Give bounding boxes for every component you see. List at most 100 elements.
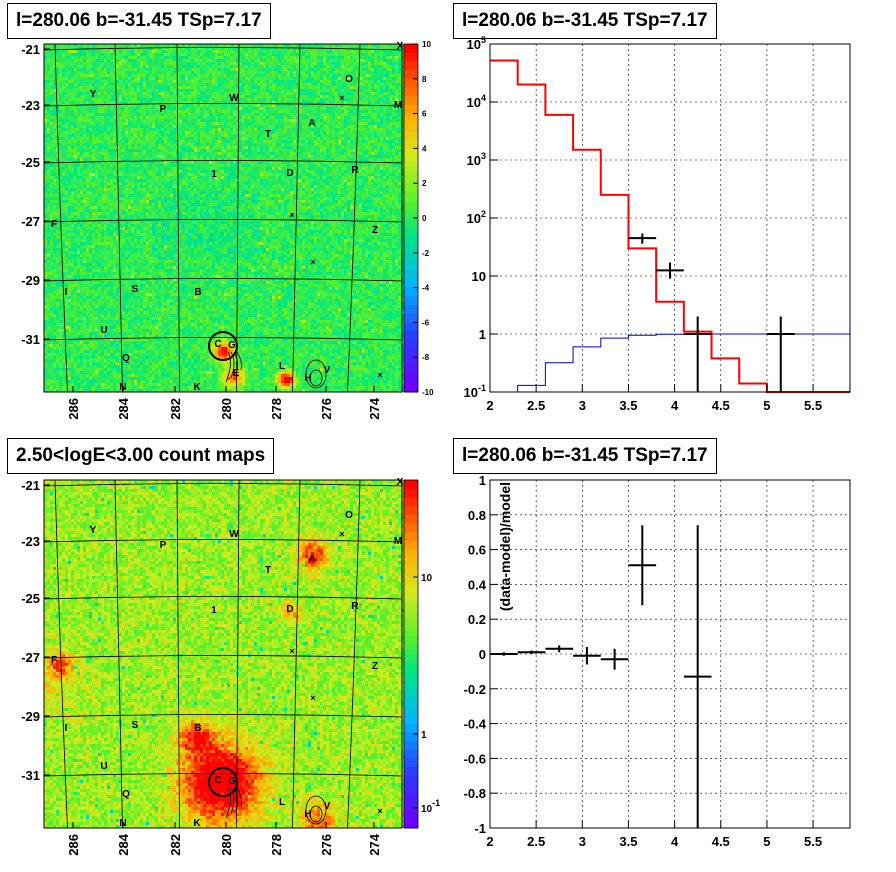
colorbar-segment (404, 541, 418, 550)
x-tick-label: 5 (763, 398, 770, 413)
x-tick-label: 286 (66, 398, 81, 420)
colorbar-tick-label: -10 (422, 388, 434, 397)
x-tick-label: 280 (219, 834, 234, 856)
colorbar-segment (404, 218, 418, 227)
x-tick-label: 5.5 (804, 398, 822, 413)
model-series-line (490, 60, 850, 392)
colorbar-tick-label: 10 (421, 573, 433, 584)
colorbar-segment (404, 192, 418, 201)
source-marker: × (339, 529, 344, 539)
x-tick-label: 3 (579, 834, 586, 849)
colorbar-segment (404, 811, 418, 820)
y-tick-label: 0.6 (468, 543, 486, 558)
y-tick-label: 104 (467, 93, 486, 110)
exposure-series-line (490, 334, 850, 392)
source-label: W (229, 529, 239, 540)
colorbar-segment (404, 654, 418, 663)
colorbar-segment (404, 114, 418, 123)
colorbar-segment (404, 201, 418, 210)
colorbar-segment (404, 96, 418, 105)
source-label: U (100, 761, 107, 772)
colorbar-segment (404, 793, 418, 802)
colorbar-segment (404, 602, 418, 611)
source-label: D (286, 168, 293, 179)
colorbar-segment (404, 140, 418, 149)
x-tick-label: 276 (319, 834, 334, 856)
colorbar-segment (404, 235, 418, 244)
colorbar-segment (404, 105, 418, 114)
colorbar-tick-label: -2 (422, 249, 430, 258)
y-tick-label: -23 (21, 534, 40, 549)
residuals-chart: 2 2.5 3 3.5 4 4.5 5 5.510.80.60.40.20-0.2-0.4-0… (448, 436, 896, 872)
source-label: Q (122, 353, 130, 364)
source-label: I (65, 287, 68, 298)
y-tick-label: -27 (21, 214, 40, 229)
x-tick-label: 2.5 (527, 834, 545, 849)
source-label: H (304, 809, 311, 820)
x-tick-label: 286 (66, 834, 81, 856)
colorbar-segment (404, 340, 418, 349)
colorbar-segment (404, 148, 418, 157)
source-marker: × (339, 93, 344, 103)
colorbar-segment (404, 706, 418, 715)
colorbar-segment (404, 506, 418, 515)
colorbar-segment (404, 366, 418, 375)
x-tick-label: 5 (763, 834, 770, 849)
source-label: Z (372, 225, 378, 236)
source-label: 1 (211, 169, 217, 180)
source-label: M (394, 536, 402, 547)
colorbar-segment (404, 619, 418, 628)
x-tick-label: 274 (367, 397, 382, 419)
y-tick-label: -21 (21, 478, 40, 493)
source-label: X (397, 41, 404, 52)
source-label: R (351, 165, 359, 176)
colorbar-tick-label: 10 (422, 40, 431, 49)
colorbar-segment (404, 166, 418, 175)
y-tick-label: -29 (21, 709, 40, 724)
y-tick-label: 10-1 (464, 383, 486, 400)
source-label: F (51, 219, 57, 230)
x-tick-label: 5.5 (804, 834, 822, 849)
colorbar-segment (404, 785, 418, 794)
colorbar-segment (404, 776, 418, 785)
source-label: I (65, 723, 68, 734)
x-tick-label: 276 (319, 398, 334, 420)
colorbar-tick-label: 0 (422, 214, 427, 223)
source-marker: × (310, 257, 315, 267)
colorbar-segment (404, 628, 418, 637)
source-label: Z (372, 661, 378, 672)
colorbar-segment (404, 270, 418, 279)
x-tick-label: 278 (269, 398, 284, 420)
colorbar-segment (404, 44, 418, 53)
source-label: L (279, 361, 285, 372)
y-tick-label: -0.6 (464, 751, 486, 766)
x-tick-label: 4.5 (712, 398, 730, 413)
source-label: E (233, 368, 240, 379)
colorbar-segment (404, 480, 418, 489)
source-label: G (228, 340, 236, 351)
x-tick-label: 4 (671, 398, 679, 413)
source-label: B (194, 287, 201, 298)
source-label: T (265, 565, 271, 576)
y-tick-label: -1 (474, 821, 486, 836)
colorbar-segment (404, 724, 418, 733)
y-tick-label: 0.4 (468, 577, 487, 592)
y-tick-label: -25 (21, 155, 40, 170)
y-tick-label: 0.2 (468, 612, 486, 627)
colorbar-segment (404, 314, 418, 323)
y-tick-label: 103 (467, 151, 486, 168)
y-tick-label: -27 (21, 650, 40, 665)
colorbar-segment (404, 122, 418, 131)
colorbar-segment (404, 637, 418, 646)
colorbar-tick-label: -6 (422, 318, 430, 327)
source-label: R (351, 601, 359, 612)
colorbar-tick-label: 4 (422, 144, 427, 153)
source-label: D (286, 604, 293, 615)
x-tick-label: 4.5 (712, 834, 730, 849)
y-tick-label: -0.4 (464, 717, 487, 732)
colorbar-segment (404, 819, 418, 828)
x-tick-label: 282 (168, 398, 183, 420)
colorbar-segment (404, 532, 418, 541)
colorbar-segment (404, 131, 418, 140)
